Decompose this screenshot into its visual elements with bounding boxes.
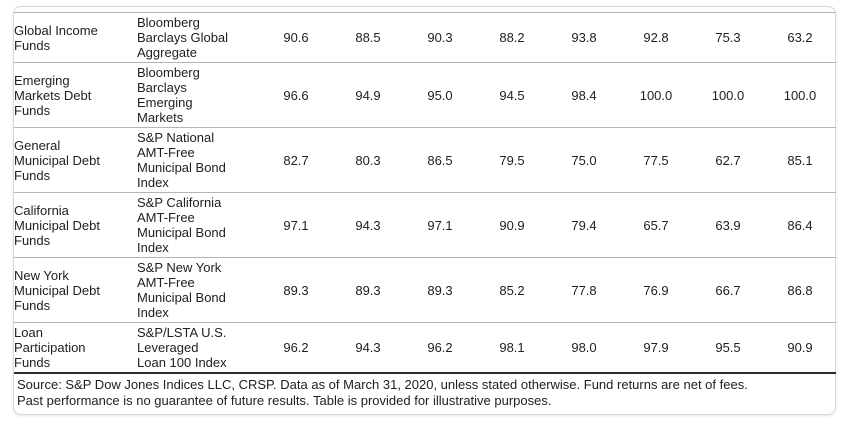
value-cell: 66.7 [692,257,764,323]
value-cell: 75.3 [692,12,764,63]
table-row: Global Income Funds Bloomberg Barclays Gl… [14,12,836,63]
value-cell: 92.8 [620,12,692,63]
value-cell: 94.3 [332,322,404,372]
source-note: Source: S&P Dow Jones Indices LLC, CRSP.… [14,372,836,413]
value-cell: 86.8 [764,257,836,323]
table-row: New York Municipal Debt Funds S&P New Yor… [14,257,836,323]
value-cell: 65.7 [620,192,692,258]
table-row: Emerging Markets Debt Funds Bloomberg Bar… [14,62,836,128]
fund-category-cell: Global Income Funds [14,12,137,63]
value-cell: 75.0 [548,127,620,193]
value-cell: 89.3 [404,257,476,323]
value-cell: 63.9 [692,192,764,258]
value-cell: 82.7 [260,127,332,193]
benchmark-index-cell: Bloomberg Barclays Emerging Markets [137,62,260,128]
value-cell: 96.2 [404,322,476,372]
fund-category-cell: New York Municipal Debt Funds [14,257,137,323]
table-row: California Municipal Debt Funds S&P Calif… [14,192,836,258]
value-cell: 96.2 [260,322,332,372]
value-cell: 96.6 [260,62,332,128]
value-cell: 90.6 [260,12,332,63]
benchmark-index-cell: S&P California AMT-Free Municipal Bond I… [137,192,260,258]
value-cell: 100.0 [764,62,836,128]
benchmark-index-cell: Bloomberg Barclays Global Aggregate [137,12,260,63]
value-cell: 63.2 [764,12,836,63]
fund-category-cell: Loan Participation Funds [14,322,137,372]
value-cell: 88.2 [476,12,548,63]
value-cell: 90.3 [404,12,476,63]
value-cell: 95.0 [404,62,476,128]
value-cell: 86.4 [764,192,836,258]
value-cell: 95.5 [692,322,764,372]
value-cell: 97.1 [260,192,332,258]
value-cell: 86.5 [404,127,476,193]
value-cell: 85.2 [476,257,548,323]
report-table-card: Global Income Funds Bloomberg Barclays Gl… [13,6,836,415]
value-cell: 77.8 [548,257,620,323]
value-cell: 85.1 [764,127,836,193]
fund-table-body: Global Income Funds Bloomberg Barclays Gl… [14,12,836,372]
value-cell: 89.3 [260,257,332,323]
benchmark-index-cell: S&P/LSTA U.S. Leveraged Loan 100 Index [137,322,260,372]
value-cell: 89.3 [332,257,404,323]
value-cell: 90.9 [764,322,836,372]
value-cell: 94.5 [476,62,548,128]
benchmark-index-cell: S&P National AMT-Free Municipal Bond Ind… [137,127,260,193]
fund-category-cell: General Municipal Debt Funds [14,127,137,193]
value-cell: 79.5 [476,127,548,193]
value-cell: 100.0 [620,62,692,128]
value-cell: 94.9 [332,62,404,128]
table-row: General Municipal Debt Funds S&P National… [14,127,836,193]
value-cell: 76.9 [620,257,692,323]
value-cell: 100.0 [692,62,764,128]
value-cell: 79.4 [548,192,620,258]
value-cell: 93.8 [548,12,620,63]
table-row: Loan Participation Funds S&P/LSTA U.S. Le… [14,322,836,372]
fund-category-cell: California Municipal Debt Funds [14,192,137,258]
fund-category-cell: Emerging Markets Debt Funds [14,62,137,128]
value-cell: 98.0 [548,322,620,372]
value-cell: 77.5 [620,127,692,193]
value-cell: 88.5 [332,12,404,63]
value-cell: 97.1 [404,192,476,258]
value-cell: 90.9 [476,192,548,258]
benchmark-index-cell: S&P New York AMT-Free Municipal Bond Ind… [137,257,260,323]
fund-performance-table: Global Income Funds Bloomberg Barclays Gl… [14,12,836,372]
value-cell: 80.3 [332,127,404,193]
value-cell: 98.1 [476,322,548,372]
value-cell: 98.4 [548,62,620,128]
value-cell: 94.3 [332,192,404,258]
value-cell: 97.9 [620,322,692,372]
value-cell: 62.7 [692,127,764,193]
